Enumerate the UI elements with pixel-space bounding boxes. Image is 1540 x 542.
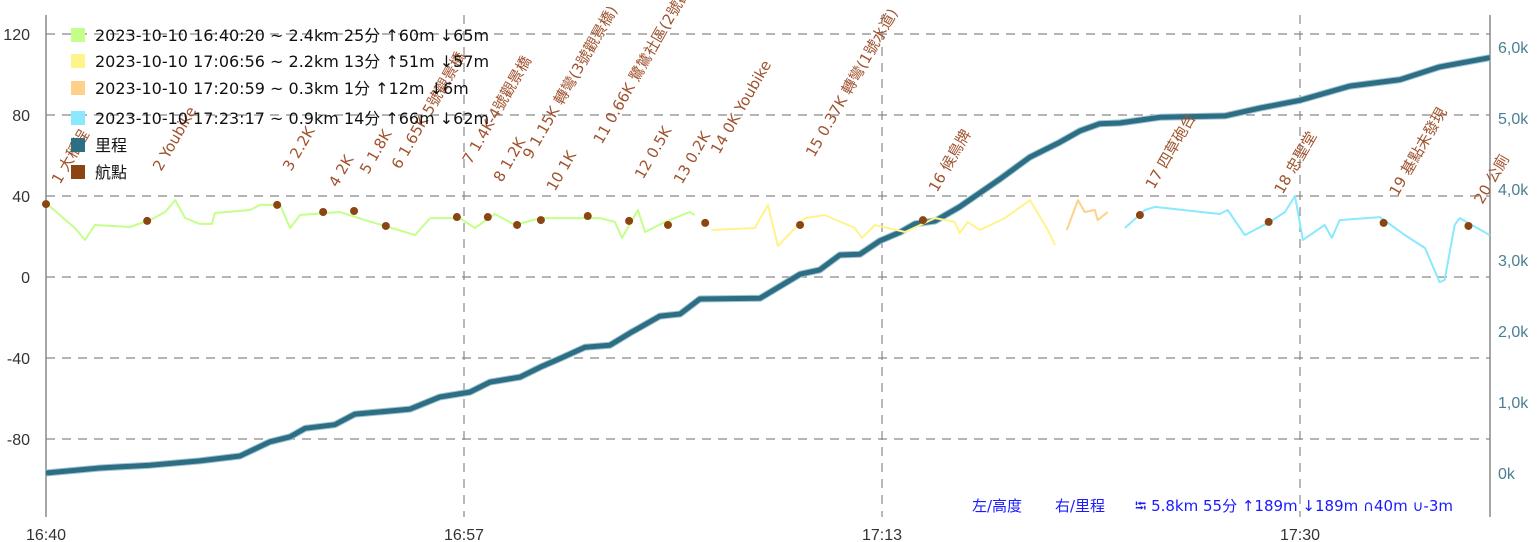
waypoint-label: 18 忠聖堂: [1271, 128, 1321, 197]
waypoint-label: 5 1.8K: [356, 125, 396, 177]
waypoint-label: 4 2K: [325, 151, 358, 190]
right-tick-label: 3,0k: [1498, 253, 1529, 270]
waypoint-marker: [1264, 217, 1273, 226]
legend-swatch: [71, 28, 85, 42]
waypoint-label: 12 0.5K: [631, 122, 676, 182]
legend-entry: 2023-10-10 17:06:56 ~ 2.2km 13分 ↑51m ↓57…: [95, 52, 489, 71]
legend-entry: 2023-10-10 17:20:59 ~ 0.3km 1分 ↑12m ↓6m: [95, 79, 469, 98]
left-tick-label: 120: [3, 27, 30, 44]
legend-entry: 2023-10-10 16:40:20 ~ 2.4km 25分 ↑60m ↓65…: [95, 26, 489, 45]
waypoint-marker: [536, 216, 545, 225]
legend-swatch: [71, 54, 85, 68]
waypoint-marker: [583, 212, 592, 221]
waypoint-marker: [701, 218, 710, 227]
elevation-line: [711, 199, 1057, 247]
waypoint-marker: [1379, 218, 1388, 227]
waypoint-marker: [796, 220, 805, 229]
waypoint-marker: [273, 200, 282, 209]
waypoint-marker: [319, 207, 328, 216]
right-tick-label: 0k: [1498, 466, 1516, 483]
legend-entry: 里程: [95, 136, 127, 155]
x-tick-label: 16:40: [26, 527, 66, 542]
waypoint-marker: [143, 216, 152, 225]
summary: 左/高度 右/里程 ⭾ 5.8km 55分 ↑189m ↓189m ∩40m ∪…: [972, 497, 1453, 515]
waypoint-label: 10 1K: [543, 147, 581, 194]
waypoint-marker: [625, 216, 634, 225]
legend-entry: 航點: [95, 163, 127, 182]
waypoint-marker: [513, 220, 522, 229]
summary-left-label: 左/高度: [972, 497, 1022, 515]
right-tick-label: 5,0k: [1498, 111, 1529, 128]
waypoint-marker: [483, 213, 492, 222]
waypoint-marker: [1135, 211, 1144, 220]
legend-entry: 2023-10-10 17:23:17 ~ 0.9km 14分 ↑66m ↓62…: [95, 109, 489, 128]
legend: 2023-10-10 16:40:20 ~ 2.4km 25分 ↑60m ↓65…: [71, 26, 489, 182]
waypoint-label: 8 1.2K: [490, 133, 530, 185]
legend-swatch: [71, 111, 85, 125]
waypoint-label: 14 0K Youbike: [707, 57, 775, 157]
waypoint-label: 17 四草砲台: [1142, 110, 1200, 192]
waypoint-label: 15 0.37K 轉彎(1號水道): [802, 5, 902, 160]
right-tick-label: 1,0k: [1498, 395, 1529, 412]
right-tick-label: 6,0k: [1498, 40, 1529, 57]
waypoint-marker: [1464, 221, 1473, 230]
waypoint-marker: [42, 200, 50, 209]
waypoint-label: 1 大稻埕: [48, 127, 93, 187]
waypoint-marker: [381, 221, 390, 230]
legend-swatch: [71, 138, 85, 152]
waypoint-label: 13 0.2K: [670, 127, 715, 187]
x-tick-label: 17:13: [862, 527, 902, 542]
waypoint-label: 16 候鳥牌: [925, 126, 975, 195]
x-tick-label: 17:30: [1280, 527, 1320, 542]
axes: 120 80 40 0 -40 -80 6,0k 5,0k 4,0k 3,0k 2,0k 1,0k 0k…: [3, 15, 1529, 542]
left-tick-label: 40: [12, 189, 30, 206]
waypoint-marker: [350, 206, 359, 215]
right-tick-label: 2,0k: [1498, 324, 1529, 341]
waypoint-label: 3 2.2K: [279, 122, 319, 174]
left-tick-label: -40: [7, 351, 30, 368]
distance-line: [45, 55, 1491, 476]
right-tick-label: 4,0k: [1498, 182, 1529, 199]
left-tick-label: -80: [7, 432, 30, 449]
legend-swatch: [71, 165, 85, 179]
x-tick-label: 16:57: [444, 527, 484, 542]
elevation-line: [1065, 199, 1109, 231]
waypoint-marker: [918, 216, 927, 225]
summary-stats: ⭾ 5.8km 55分 ↑189m ↓189m ∩40m ∪-3m: [1135, 497, 1453, 515]
distance-series: [45, 54, 1491, 477]
waypoint-marker: [663, 220, 672, 229]
left-tick-label: 80: [12, 108, 30, 125]
summary-right-label: 右/里程: [1055, 497, 1105, 515]
left-tick-label: 0: [21, 270, 30, 287]
elevation-series: [45, 195, 1491, 284]
elevation-line: [1124, 195, 1491, 284]
waypoint-label: 19 基點未發現: [1385, 104, 1450, 199]
waypoint-marker: [452, 213, 461, 222]
legend-swatch: [71, 81, 85, 95]
